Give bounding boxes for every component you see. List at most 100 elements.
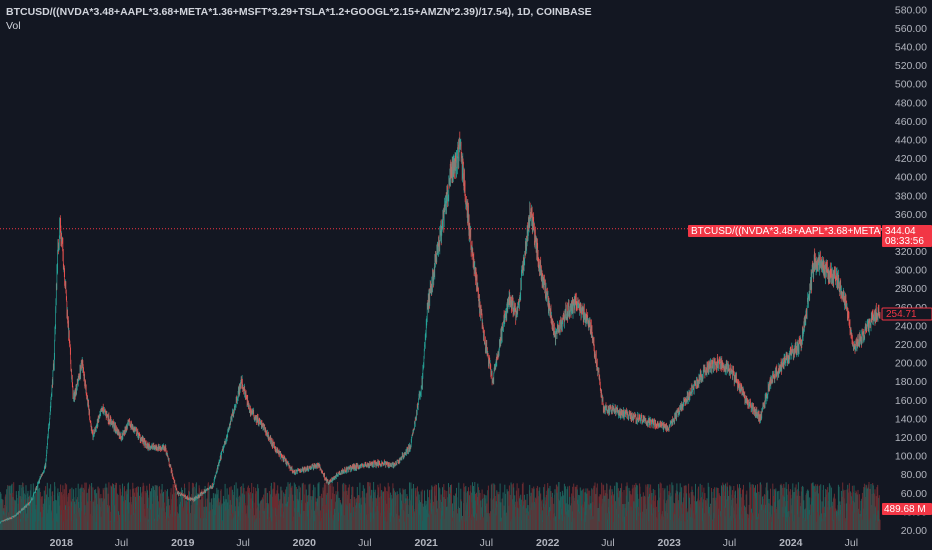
- volume-bar: [469, 495, 470, 530]
- volume-bar: [229, 499, 231, 530]
- volume-bar: [662, 490, 664, 530]
- volume-bar: [473, 486, 474, 530]
- volume-bar: [478, 487, 479, 530]
- volume-bar: [407, 498, 409, 530]
- volume-bar: [205, 506, 207, 530]
- volume-bar: [575, 498, 577, 530]
- volume-bar: [794, 487, 796, 530]
- volume-bar: [700, 498, 701, 530]
- volume-bar: [539, 487, 541, 530]
- volume-bar: [626, 485, 628, 530]
- volume-bar: [581, 505, 583, 530]
- volume-bar: [308, 484, 310, 530]
- volume-bar: [877, 510, 879, 530]
- volume-bar: [605, 493, 607, 530]
- volume-bar: [195, 482, 197, 530]
- volume-bar: [248, 492, 250, 530]
- volume-bar: [60, 493, 62, 530]
- volume-bar: [594, 482, 596, 530]
- volume-bar: [807, 490, 809, 530]
- volume-bar: [202, 488, 204, 530]
- volume-bar: [553, 503, 555, 530]
- volume-bar: [549, 485, 551, 530]
- volume-bar: [79, 488, 81, 530]
- volume-bar: [348, 487, 350, 530]
- volume-bar: [87, 502, 89, 530]
- volume-bar: [192, 488, 194, 530]
- volume-bar: [33, 506, 35, 530]
- volume-bar: [725, 483, 726, 530]
- volume-bar: [63, 509, 65, 530]
- volume-bar: [683, 485, 685, 530]
- volume-bar: [735, 498, 737, 530]
- volume-bar: [330, 499, 332, 530]
- volume-bar: [638, 498, 640, 530]
- volume-bar: [622, 504, 624, 530]
- volume-legend-label[interactable]: Vol: [6, 20, 21, 32]
- volume-bar: [612, 495, 614, 530]
- volume-bar: [133, 496, 135, 530]
- volume-bar: [89, 500, 91, 530]
- volume-bar: [817, 493, 819, 530]
- volume-bar: [38, 488, 40, 530]
- volume-bar: [153, 490, 155, 530]
- volume-bar: [329, 482, 331, 530]
- volume-bar: [140, 487, 141, 530]
- volume-bar: [878, 495, 880, 530]
- volume-bar: [529, 496, 531, 530]
- volume-bar: [247, 487, 249, 530]
- volume-bar: [383, 511, 385, 530]
- volume-bar: [865, 484, 867, 530]
- volume-bar: [482, 498, 483, 530]
- volume-bar: [758, 491, 760, 530]
- chart-legend: BTCUSD/((NVDA*3.48+AAPL*3.68+META*1.36+M…: [6, 5, 592, 33]
- volume-bar: [283, 492, 285, 530]
- volume-bar: [74, 501, 76, 530]
- volume-bar: [369, 482, 371, 530]
- volume-bar: [500, 502, 502, 530]
- volume-bar: [227, 502, 229, 530]
- volume-bar: [809, 497, 811, 530]
- volume-bar: [851, 485, 853, 530]
- volume-bar: [7, 485, 9, 530]
- volume-bar: [459, 508, 460, 530]
- volume-bar: [330, 486, 332, 530]
- volume-bar: [792, 483, 794, 530]
- volume-bar: [469, 491, 471, 530]
- volume-bar: [291, 485, 293, 530]
- volume-bar: [552, 497, 554, 530]
- volume-bar: [513, 487, 515, 530]
- volume-bar: [658, 484, 660, 530]
- symbol-title[interactable]: BTCUSD/((NVDA*3.48+AAPL*3.68+META*1.36+M…: [6, 6, 592, 18]
- volume-bar: [185, 500, 187, 530]
- volume-bar: [797, 489, 799, 530]
- volume-bar: [244, 503, 246, 530]
- volume-bar: [35, 509, 37, 530]
- volume-bar: [319, 496, 321, 530]
- volume-bar: [733, 486, 735, 530]
- volume-bar: [651, 500, 653, 530]
- volume-bar: [541, 510, 543, 530]
- volume-bar: [782, 495, 784, 530]
- volume-bar: [719, 495, 720, 530]
- volume-bar: [264, 488, 266, 530]
- volume-bar: [507, 491, 509, 530]
- volume-bar: [431, 485, 433, 530]
- volume-bar: [666, 485, 668, 530]
- volume-bar: [502, 492, 504, 530]
- volume-bar: [6, 489, 8, 530]
- volume-bar: [820, 484, 822, 530]
- volume-bar: [71, 506, 73, 530]
- volume-bar: [45, 494, 47, 530]
- volume-bar: [535, 498, 537, 530]
- volume-bar: [27, 490, 29, 530]
- volume-bar: [225, 499, 227, 530]
- volume-bar: [373, 482, 375, 530]
- volume-bar: [571, 493, 573, 530]
- volume-bar: [785, 482, 787, 530]
- volume-bar: [292, 500, 294, 530]
- volume-bar: [39, 492, 41, 530]
- volume-bar: [857, 489, 859, 530]
- volume-bar: [829, 485, 831, 530]
